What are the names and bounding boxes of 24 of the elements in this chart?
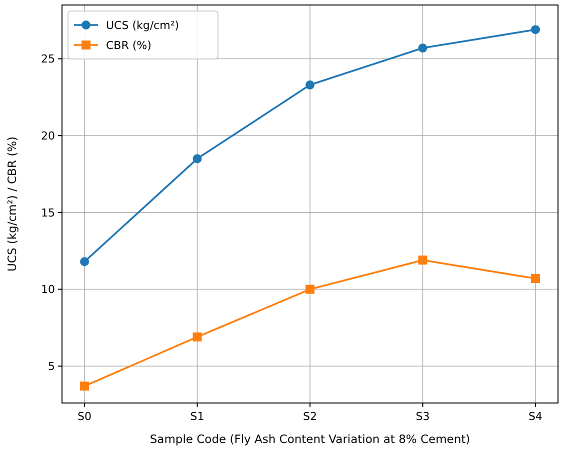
y-tick-label: 5 [48, 360, 55, 373]
point [192, 332, 202, 342]
point [80, 382, 90, 391]
x-tick-label: S1 [190, 410, 204, 423]
x-tick-label: S2 [303, 410, 317, 423]
x-tick-label: S4 [528, 410, 542, 423]
point [306, 80, 314, 90]
x-axis-title: Sample Code (Fly Ash Content Variation at 8% Cement) [150, 432, 470, 446]
y-tick-label: 25 [41, 52, 55, 66]
point [530, 25, 540, 34]
point [418, 256, 428, 265]
point [192, 154, 202, 164]
y-tick-label: 20 [41, 129, 55, 142]
point [418, 44, 428, 53]
x-tick-label: S3 [416, 410, 430, 423]
x-tick-label: S0 [78, 410, 92, 423]
y-axis-title: UCS (kg/cm²) / CBR (%) [5, 136, 19, 272]
point [80, 257, 90, 266]
legend-label: UCS (kg/cm²) [106, 18, 180, 32]
point [306, 284, 314, 294]
legend-label: CBR (%) [106, 38, 152, 52]
point [530, 274, 540, 284]
y-tick-label: 10 [41, 283, 55, 296]
y-tick-label: 15 [41, 206, 55, 220]
